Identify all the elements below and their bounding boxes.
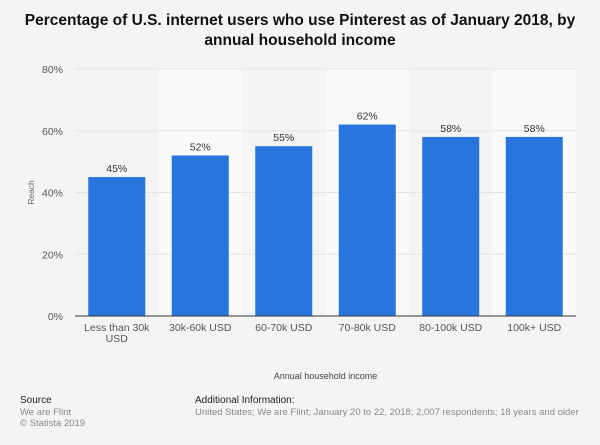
- y-tick-label: 40%: [42, 188, 63, 200]
- bar-value-label: 62%: [357, 111, 378, 123]
- x-tick-label: 100k+ USD: [507, 322, 561, 334]
- x-tick-label: 60-70k USD: [255, 322, 313, 334]
- source-heading: Source: [20, 395, 52, 406]
- x-tick-label: 30k-60k USD: [169, 322, 232, 334]
- x-tick-label: 80-100k USD: [419, 322, 482, 334]
- bar: [505, 136, 563, 316]
- bar-value-label: 58%: [524, 123, 545, 135]
- source-line: We are Flint: [20, 407, 72, 418]
- y-axis-label: Reach: [26, 180, 36, 205]
- bar-value-label: 58%: [440, 123, 461, 135]
- y-axis-ticks: 0% 20% 40% 60% 80%: [42, 64, 63, 323]
- additional-info-block: Additional Information: United States; W…: [195, 395, 585, 418]
- source-block: Source We are Flint © Statista 2019: [20, 395, 85, 429]
- bar-value-label: 45%: [106, 163, 127, 175]
- x-tick-label: Less than 30k USD: [84, 322, 150, 345]
- y-tick-label: 0%: [48, 311, 63, 323]
- y-tick-label: 20%: [42, 249, 63, 261]
- bar: [171, 155, 229, 316]
- y-tick-label: 80%: [42, 64, 63, 76]
- bar: [422, 136, 480, 316]
- x-axis-label: Annual household income: [274, 371, 378, 381]
- value-labels: 45% 52% 55% 62% 58% 58%: [106, 111, 545, 175]
- chart-title: Percentage of U.S. internet users who us…: [24, 12, 576, 49]
- bar-value-label: 55%: [273, 132, 294, 144]
- bar-chart: 0% 20% 40% 60% 80% 45% 52% 55% 62% 58% 58% Less t…: [26, 64, 576, 381]
- bar: [338, 124, 396, 316]
- bar: [255, 146, 313, 316]
- y-tick-label: 60%: [42, 126, 63, 138]
- additional-info-text: United States; We are Flint; January 20 …: [195, 407, 579, 418]
- bar: [88, 177, 146, 316]
- copyright-line: © Statista 2019: [20, 418, 86, 429]
- bars: [88, 124, 563, 316]
- bar-value-label: 52%: [190, 141, 211, 153]
- additional-info-heading: Additional Information:: [195, 395, 295, 406]
- x-axis-ticks: Less than 30k USD 30k-60k USD 60-70k USD 70-…: [84, 322, 562, 345]
- x-tick-label: 70-80k USD: [339, 322, 397, 334]
- gridlines: [75, 68, 576, 255]
